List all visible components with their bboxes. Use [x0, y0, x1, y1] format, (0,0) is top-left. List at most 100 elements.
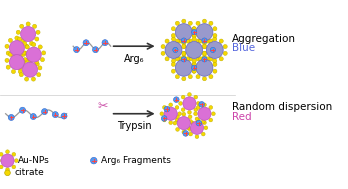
- Circle shape: [182, 41, 186, 45]
- Circle shape: [209, 21, 213, 25]
- Circle shape: [189, 132, 192, 136]
- Circle shape: [5, 170, 10, 176]
- Circle shape: [23, 58, 27, 62]
- Circle shape: [196, 59, 213, 76]
- Circle shape: [22, 51, 26, 55]
- Circle shape: [175, 59, 192, 76]
- Circle shape: [5, 44, 9, 48]
- Circle shape: [202, 57, 207, 62]
- Circle shape: [178, 112, 182, 116]
- Circle shape: [203, 121, 206, 125]
- Circle shape: [161, 51, 165, 55]
- Circle shape: [192, 37, 196, 41]
- Circle shape: [181, 108, 185, 112]
- Circle shape: [192, 62, 196, 67]
- Circle shape: [202, 51, 206, 55]
- Circle shape: [171, 27, 175, 31]
- Circle shape: [41, 51, 46, 55]
- Circle shape: [163, 118, 166, 122]
- Circle shape: [8, 115, 14, 120]
- Circle shape: [35, 62, 39, 66]
- Circle shape: [18, 66, 22, 70]
- Circle shape: [171, 33, 175, 38]
- Circle shape: [203, 41, 206, 45]
- Circle shape: [169, 103, 173, 107]
- Circle shape: [196, 57, 200, 61]
- Circle shape: [213, 69, 217, 73]
- Circle shape: [206, 39, 211, 43]
- Circle shape: [212, 112, 215, 116]
- Circle shape: [196, 105, 200, 109]
- Circle shape: [188, 21, 192, 25]
- Circle shape: [203, 19, 206, 23]
- Circle shape: [28, 57, 32, 62]
- Circle shape: [213, 33, 217, 38]
- Circle shape: [21, 52, 25, 57]
- Circle shape: [165, 39, 169, 43]
- Circle shape: [176, 115, 180, 119]
- Circle shape: [189, 120, 192, 123]
- Circle shape: [196, 21, 200, 25]
- Circle shape: [219, 39, 223, 43]
- Circle shape: [61, 113, 67, 119]
- Circle shape: [175, 21, 180, 25]
- Circle shape: [199, 101, 205, 107]
- Circle shape: [161, 116, 167, 121]
- Circle shape: [11, 70, 16, 74]
- Circle shape: [182, 19, 186, 23]
- Circle shape: [35, 37, 39, 41]
- Text: Random dispersion: Random dispersion: [232, 102, 332, 112]
- Circle shape: [15, 36, 19, 40]
- Circle shape: [213, 27, 217, 31]
- Circle shape: [32, 24, 37, 28]
- Circle shape: [30, 114, 36, 119]
- Circle shape: [182, 112, 186, 116]
- Circle shape: [25, 58, 29, 62]
- Circle shape: [191, 121, 195, 125]
- Circle shape: [209, 118, 213, 122]
- Circle shape: [213, 62, 217, 67]
- Circle shape: [192, 27, 196, 31]
- Circle shape: [18, 55, 22, 60]
- Circle shape: [22, 60, 26, 64]
- Circle shape: [0, 165, 3, 169]
- Circle shape: [203, 44, 207, 49]
- Circle shape: [201, 132, 205, 136]
- Circle shape: [172, 37, 176, 41]
- Circle shape: [196, 24, 213, 41]
- Circle shape: [9, 41, 24, 56]
- Circle shape: [209, 75, 213, 79]
- Circle shape: [191, 29, 197, 35]
- Text: Red: Red: [232, 112, 251, 122]
- Circle shape: [93, 47, 98, 53]
- Circle shape: [192, 27, 196, 31]
- Circle shape: [25, 44, 29, 48]
- Circle shape: [173, 47, 178, 53]
- Circle shape: [19, 24, 24, 28]
- Circle shape: [25, 45, 29, 49]
- Circle shape: [165, 57, 169, 61]
- Circle shape: [181, 95, 185, 99]
- Circle shape: [174, 97, 179, 102]
- Circle shape: [213, 37, 217, 41]
- Circle shape: [183, 97, 196, 110]
- Circle shape: [24, 77, 29, 81]
- Circle shape: [31, 77, 35, 81]
- Circle shape: [209, 57, 213, 61]
- Circle shape: [178, 39, 182, 43]
- Circle shape: [90, 157, 97, 164]
- Circle shape: [195, 117, 199, 121]
- Circle shape: [163, 105, 166, 109]
- Circle shape: [194, 108, 198, 112]
- Circle shape: [192, 69, 196, 73]
- Circle shape: [6, 168, 9, 171]
- Circle shape: [15, 50, 19, 54]
- Circle shape: [182, 44, 186, 49]
- Circle shape: [198, 57, 203, 61]
- Circle shape: [196, 75, 200, 79]
- Text: ✂: ✂: [98, 100, 109, 113]
- Circle shape: [16, 30, 20, 34]
- Circle shape: [188, 115, 192, 119]
- Circle shape: [196, 118, 200, 122]
- Circle shape: [201, 120, 205, 123]
